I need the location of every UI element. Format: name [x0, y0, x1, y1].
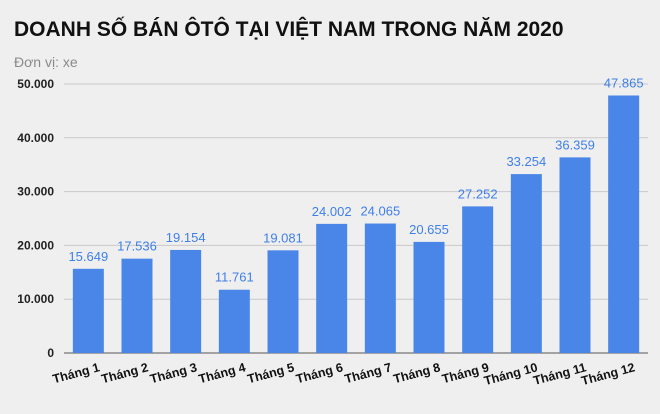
- data-label: 19.154: [166, 230, 206, 245]
- bar: [316, 223, 348, 353]
- x-tick-label: Tháng 4: [197, 360, 247, 386]
- chart-subtitle: Đơn vị: xe: [14, 54, 78, 70]
- y-tick-label: 20.000: [17, 238, 54, 252]
- bar: [608, 95, 640, 353]
- x-tick-label: Tháng 7: [343, 360, 393, 386]
- y-tick-label: 50.000: [17, 77, 54, 91]
- x-tick-label: Tháng 12: [580, 360, 637, 388]
- data-label: 33.254: [506, 154, 546, 169]
- x-tick-label: Tháng 8: [392, 360, 442, 386]
- bar: [121, 258, 153, 353]
- data-label: 36.359: [555, 137, 595, 152]
- bar: [170, 249, 202, 353]
- x-tick-label: Tháng 3: [149, 360, 199, 386]
- bar: [510, 174, 542, 353]
- data-label: 24.002: [312, 204, 352, 219]
- gridlines: [64, 83, 648, 354]
- x-tick-label: Tháng 5: [246, 360, 296, 386]
- y-tick-label: 10.000: [17, 292, 54, 306]
- bar: [218, 289, 250, 353]
- data-label: 19.081: [263, 230, 303, 245]
- data-label: 47.865: [604, 75, 644, 90]
- x-tick-label: Tháng 9: [441, 360, 491, 386]
- bar: [559, 157, 591, 353]
- bar: [364, 223, 396, 353]
- data-label: 27.252: [458, 186, 498, 201]
- bars: [72, 95, 640, 353]
- x-tick-label: Tháng 1: [51, 360, 101, 386]
- x-tick-label: Tháng 10: [482, 360, 539, 388]
- x-tick-label: Tháng 2: [100, 360, 150, 386]
- y-axis-ticks: 0 10.000 20.000 30.000 40.000 50.000: [17, 77, 54, 360]
- y-tick-label: 40.000: [17, 131, 54, 145]
- y-tick-label: 30.000: [17, 185, 54, 199]
- data-label: 11.761: [215, 270, 254, 285]
- chart-title: DOANH SỐ BÁN ÔTÔ TẠI VIỆT NAM TRONG NĂM …: [14, 18, 564, 41]
- bar: [72, 268, 104, 353]
- y-tick-label: 0: [47, 346, 54, 360]
- data-labels: 15.649 17.536 19.154 11.761 19.081 24.002 24.0…: [68, 75, 643, 284]
- bar: [267, 250, 299, 353]
- x-tick-label: Tháng 6: [295, 360, 345, 386]
- data-label: 24.065: [360, 204, 400, 219]
- data-label: 15.649: [68, 249, 108, 264]
- bar: [462, 206, 494, 353]
- data-label: 20.655: [409, 222, 449, 237]
- data-label: 17.536: [117, 239, 157, 254]
- bar: [413, 241, 445, 353]
